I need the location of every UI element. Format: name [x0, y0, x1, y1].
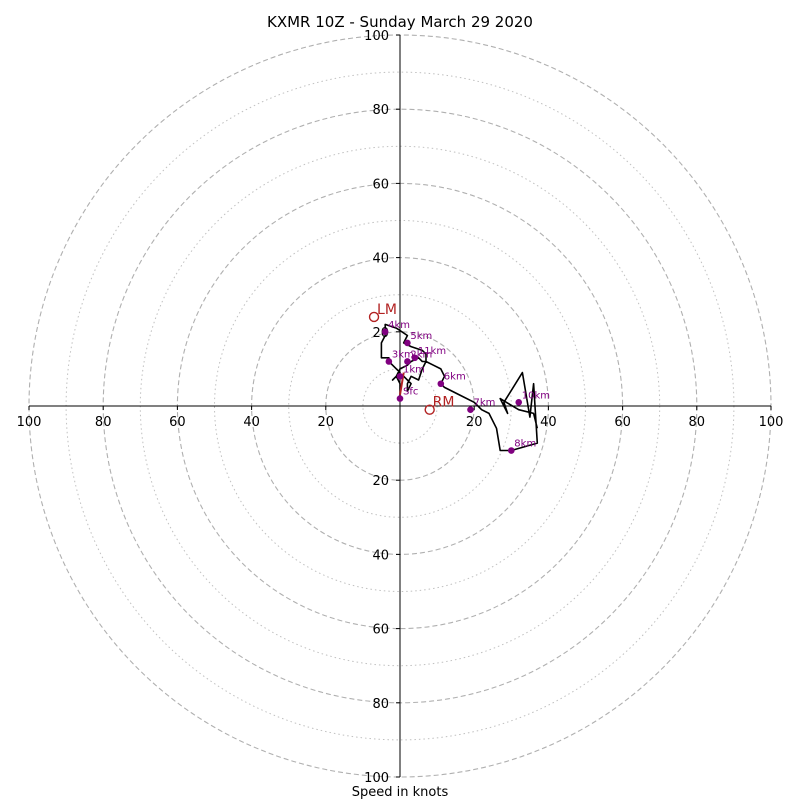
height-label-10km: 10km [522, 390, 550, 401]
x-tick-label: 20 [466, 415, 483, 430]
chart-title: KXMR 10Z - Sunday March 29 2020 [267, 13, 533, 31]
height-dot-6km [437, 380, 445, 388]
y-tick-label: 80 [372, 697, 389, 712]
y-tick-label: 20 [372, 474, 389, 489]
x-tick-label: 80 [689, 415, 706, 430]
x-tick-label: 40 [540, 415, 557, 430]
hodograph-line [380, 323, 539, 452]
y-tick-label: 60 [372, 177, 389, 192]
x-tick-label: 40 [243, 415, 260, 430]
storm-motion-lm-marker [368, 311, 380, 323]
height-dot-3km [385, 358, 393, 365]
height-label-4km: 4km [388, 320, 410, 331]
x-tick-label: 100 [17, 415, 42, 430]
height-label-Sfc: Sfc [403, 387, 418, 398]
storm-motion-lm-label: LM [377, 302, 397, 318]
height-label-3km: 3km [392, 349, 414, 360]
height-label-7km: 7km [473, 398, 495, 409]
height-dot-4km [381, 328, 389, 336]
y-tick-label: 100 [364, 29, 389, 44]
x-tick-label: 20 [318, 415, 335, 430]
storm-motion-rm-label: RM [433, 395, 455, 411]
height-dot-2km [404, 358, 411, 365]
x-tick-label: 60 [169, 415, 186, 430]
x-axis-label: Speed in knots [352, 785, 449, 800]
y-tick-label: 100 [364, 771, 389, 786]
y-tick-label: 60 [372, 623, 389, 638]
height-dot-1km [396, 373, 404, 380]
x-tick-label: 80 [95, 415, 112, 430]
y-tick-label: 40 [372, 548, 389, 563]
height-dot-8km [508, 447, 515, 454]
height-label-8km: 8km [514, 439, 536, 450]
height-dot-10km [515, 398, 523, 406]
y-tick-label: 40 [372, 252, 389, 267]
tick-labels: 100 80 60 40 20 20 40 60 80 100100806040202040608… [17, 29, 784, 786]
height-dot-7km [467, 406, 474, 414]
height-dot-Sfc [396, 395, 404, 402]
height-dot-5km [404, 339, 411, 347]
axes [29, 35, 771, 777]
height-label-11km: 11km [418, 346, 446, 357]
height-label-5km: 5km [410, 331, 432, 342]
height-label-6km: 6km [444, 372, 466, 383]
x-tick-label: 100 [759, 415, 784, 430]
storm-motion-rm-marker [424, 404, 435, 415]
height-label-2km: 2km [410, 349, 432, 360]
height-dot-11km [411, 354, 419, 362]
storm-motion-markers: LM RM [368, 302, 455, 415]
x-tick-label: 60 [614, 415, 631, 430]
height-label-1km: 1km [403, 364, 425, 375]
y-tick-label: 80 [372, 103, 389, 118]
